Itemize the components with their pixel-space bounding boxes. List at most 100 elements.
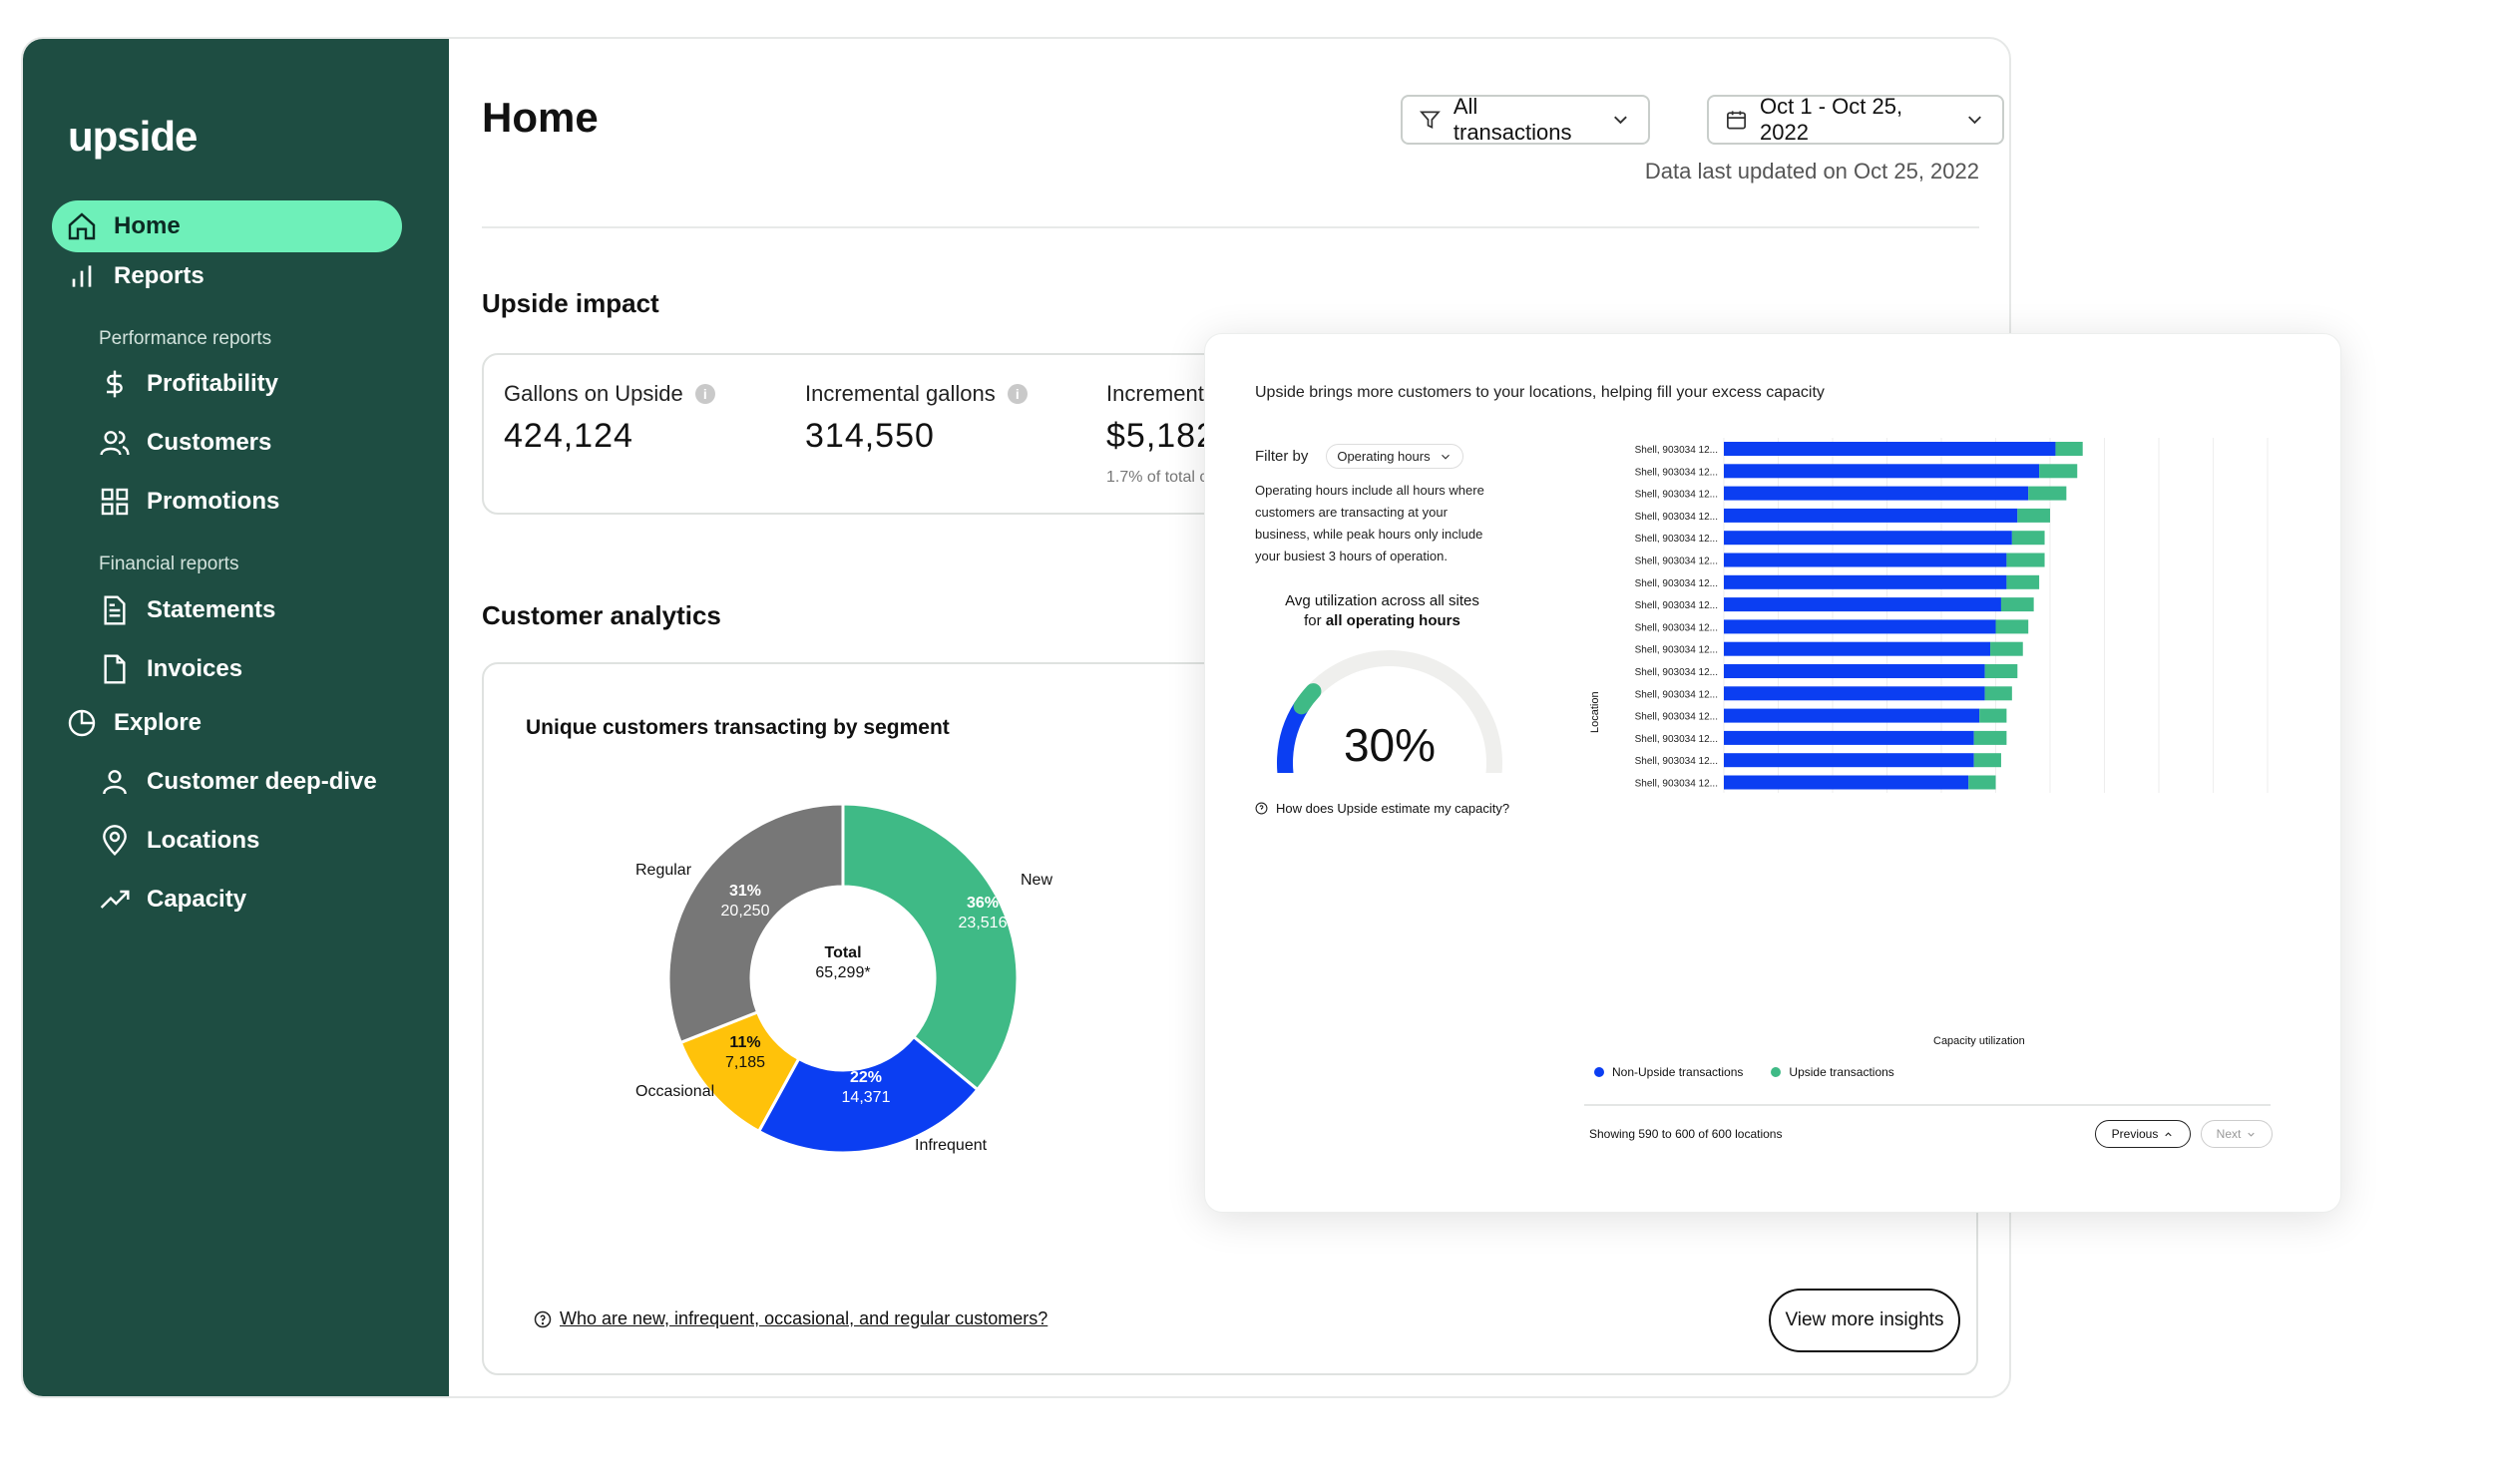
donut-slice-infrequent[interactable] [756,1034,980,1155]
bar-upside[interactable] [1984,686,2012,701]
bar-upside[interactable] [1990,641,2023,656]
calendar-icon [1727,111,1747,130]
bar-upside[interactable] [1968,775,1996,790]
bar-non-upside[interactable] [1724,753,1974,768]
filter-label: All transactions [1453,94,1572,145]
users-icon [100,431,130,456]
donut-chart-title: Unique customers transacting by segment [526,716,950,739]
sidebar-item-explore[interactable]: Explore [66,707,202,739]
next-page-button[interactable]: Next [2201,1120,2273,1148]
bar-upside[interactable] [1984,664,2018,678]
sidebar-item-label: Explore [114,709,203,736]
bar-upside[interactable] [1973,753,2001,768]
avg-line-2: for all operating hours [1255,611,1509,631]
chevron-down-icon [1441,454,1450,460]
capacity-help-text: How does Upside estimate my capacity? [1276,801,1510,816]
previous-label: Previous [2111,1127,2159,1141]
bar-upside[interactable] [2017,508,2050,523]
bar-non-upside[interactable] [1724,442,2056,456]
bar-upside[interactable] [2011,531,2045,546]
grid-icon [101,488,129,516]
date-range-picker[interactable]: Oct 1 - Oct 25, 2022 [1707,94,2004,145]
document-icon [104,654,126,684]
bar-non-upside[interactable] [1724,574,2007,589]
bar-non-upside[interactable] [1724,686,1985,701]
kpi-label-text: Gallons on Upside [504,381,683,406]
bar-non-upside[interactable] [1724,464,2040,479]
y-tick-label: Shell, 903034 12... [1635,622,1718,633]
bar-non-upside[interactable] [1724,664,1985,678]
capacity-help-link[interactable]: How does Upside estimate my capacity? [1255,801,1509,816]
sidebar-item-customer-deep-dive[interactable]: Customer deep-dive [99,766,377,798]
sidebar-item-label: Reports [114,262,205,289]
bar-upside[interactable] [1979,708,2007,723]
bar-upside[interactable] [2028,486,2067,501]
info-icon[interactable]: i [1007,384,1028,404]
bar-non-upside[interactable] [1724,553,2007,567]
sidebar-item-customers[interactable]: Customers [99,427,271,459]
sidebar-item-promotions[interactable]: Promotions [99,486,279,518]
sidebar-item-label: Customer deep-dive [147,768,377,795]
bar-non-upside[interactable] [1724,508,2018,523]
help-circle-icon [1255,802,1268,815]
kpi-label-incremental-gallons: Incremental gallons i [805,381,1028,407]
y-tick-label: Shell, 903034 12... [1635,600,1718,611]
sidebar-item-home[interactable]: Home [52,200,402,252]
sidebar-item-invoices[interactable]: Invoices [99,653,242,685]
operating-hours-label: Operating hours [1337,449,1431,464]
sidebar-item-reports[interactable]: Reports [66,260,205,292]
y-axis-label: Location [1589,691,1601,733]
gauge-value: 30% [1343,719,1437,771]
bar-non-upside[interactable] [1724,708,1980,723]
donut-label-regular: Regular [635,862,692,879]
segment-percent: 31% [728,883,762,900]
gauge-fill-upside [1293,683,1322,715]
segment-value-regular: 31% 20,250 [710,882,780,922]
chevron-down-icon [1614,116,1627,125]
segment-percent: 22% [849,1069,883,1086]
sidebar-item-statements[interactable]: Statements [99,594,275,626]
sidebar-item-label: Profitability [147,370,279,397]
bar-non-upside[interactable] [1724,730,1974,745]
pager-divider [1584,1104,2271,1106]
previous-page-button[interactable]: Previous [2095,1120,2191,1148]
transactions-filter-dropdown[interactable]: All transactions [1401,94,1650,145]
bar-non-upside[interactable] [1724,775,1969,790]
utilization-gauge [1277,650,1502,773]
bar-non-upside[interactable] [1724,619,1996,634]
sidebar-item-label: Promotions [147,488,280,515]
bar-upside[interactable] [1995,619,2029,634]
bar-upside[interactable] [2055,442,2083,456]
bar-upside[interactable] [2039,464,2078,479]
pie-chart-icon [68,709,96,737]
bar-upside[interactable] [1973,730,2007,745]
segment-count: 7,185 [724,1054,766,1071]
sidebar-item-profitability[interactable]: Profitability [99,368,278,400]
donut-slice-regular[interactable] [666,802,845,1045]
bar-upside[interactable] [2000,597,2034,612]
chart-legend: Non-Upside transactions Upside transacti… [1594,1065,1894,1079]
segment-help-link[interactable]: Who are new, infrequent, occasional, and… [534,1308,1047,1329]
sidebar-item-locations[interactable]: Locations [99,825,259,857]
bar-upside[interactable] [2006,553,2045,567]
help-circle-icon [534,1310,552,1327]
donut-slice-new[interactable] [841,802,1020,1092]
bar-non-upside[interactable] [1724,597,2001,612]
help-link-text: Who are new, infrequent, occasional, and… [560,1308,1048,1328]
bar-upside[interactable] [2006,574,2040,589]
legend-swatch-non-upside [1594,1067,1604,1077]
kpi-sub-incremental-revenue: 1.7% of total c [1106,469,1208,486]
bar-non-upside[interactable] [1724,486,2029,501]
bar-non-upside[interactable] [1724,641,1991,656]
info-icon[interactable]: i [694,384,715,404]
view-more-insights-button[interactable]: View more insights [1769,1289,1960,1352]
sidebar-item-capacity[interactable]: Capacity [99,884,246,916]
y-tick-label: Shell, 903034 12... [1635,490,1718,501]
capacity-headline: Upside brings more customers to your loc… [1255,384,1825,401]
y-tick-label: Shell, 903034 12... [1635,445,1718,456]
operating-hours-dropdown[interactable]: Operating hours [1326,444,1463,469]
donut-total-value: 65,299* [815,964,871,981]
customer-analytics-heading: Customer analytics [482,600,721,630]
avg-utilization-caption: Avg utilization across all sites for all… [1255,591,1509,631]
bar-non-upside[interactable] [1724,531,2012,546]
